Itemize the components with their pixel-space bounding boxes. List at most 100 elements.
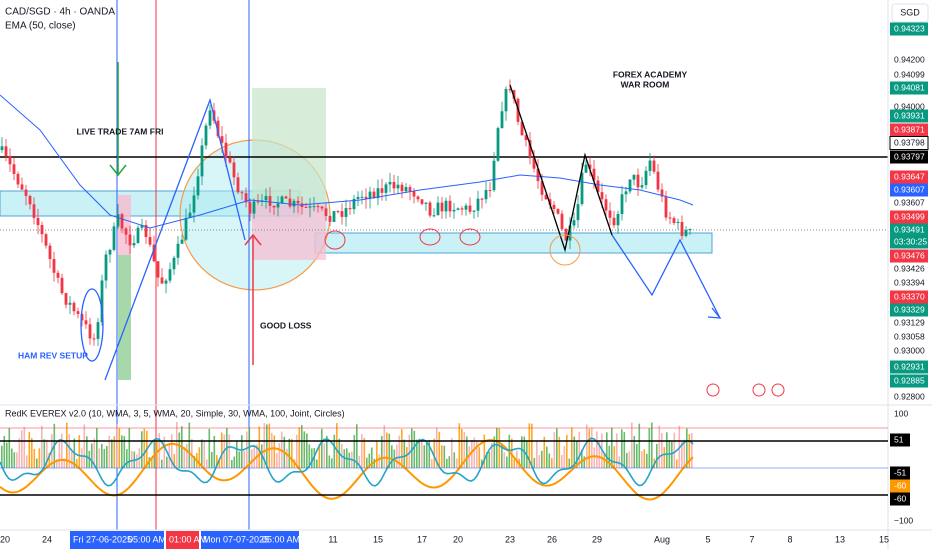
osc-bar [413,430,416,468]
price-badge [890,235,928,249]
candle [424,202,428,204]
osc-bar [411,428,413,468]
osc-bar [428,439,431,468]
price-label: 0.92931 [894,361,925,371]
indicator-label[interactable]: EMA (50, close) [5,21,76,32]
osc-bar [306,433,308,468]
candle [48,245,52,259]
osc-bar [111,439,113,468]
candle [276,203,280,208]
osc-bar [41,425,43,468]
candle [20,184,24,190]
osc-bar [318,444,321,468]
ema [0,94,694,229]
osc-bar [331,458,333,468]
osc-bar [423,445,426,468]
candle [272,205,276,208]
candle [644,170,648,186]
candle [168,269,172,281]
osc-bar [458,423,461,468]
price-label: 0.93798 [894,137,925,147]
candle [524,135,528,141]
candle [392,181,396,189]
osc-bar [93,438,96,468]
candle [432,215,436,217]
osc-bar [376,440,378,468]
osc-bar [11,448,13,468]
osc-bar [166,456,168,468]
annotation: FOREX ACADEMY [613,69,688,79]
event-icon[interactable] [752,383,766,397]
osc-bar [641,451,643,468]
osc-bar [491,443,493,468]
price-label: 0.93129 [894,317,925,327]
currency-button[interactable] [891,3,929,23]
candle [92,338,96,340]
arrowhead [244,233,262,246]
time-label: 23 [505,534,515,544]
candle [504,89,508,112]
osc-bar [478,447,481,468]
price-badge [890,210,928,224]
osc-bar [466,436,468,468]
event-icon[interactable] [706,383,720,397]
osc-bar [381,436,383,468]
osc-axis-label: 100 [894,408,908,418]
price-badge [890,22,928,36]
osc-bar [436,427,438,468]
osc-bar [161,459,163,468]
osc-bar [83,424,86,468]
osc-bar [246,431,248,468]
candle [12,164,16,174]
osc-axis-label: 51 [894,434,904,444]
annotation: LIVE TRADE 7AM FRI [77,126,164,136]
osc-line [0,437,694,487]
candle [460,208,464,210]
time-badge [166,531,199,549]
osc-bar [366,457,368,468]
osc-bar [401,429,403,468]
osc-bar [521,436,523,468]
candle [456,208,460,210]
time-label: 11 [328,534,337,544]
osc-bar [613,446,616,468]
candle [520,121,524,136]
price-badge [890,249,928,263]
annotation: WAR ROOM [621,79,670,89]
time-badge [201,531,299,549]
osc-bar [1,445,3,468]
candle [224,142,228,158]
osc-bar [378,454,381,468]
osc-bar [101,443,103,468]
osc-bar [13,452,16,468]
price-label: 0.93931 [894,110,925,120]
candle [184,217,188,240]
candle [312,206,316,208]
arrowhead [707,307,722,319]
candle [196,176,200,196]
osc-bar [391,445,393,468]
osc-bar [128,428,131,468]
price-label: 0.93058 [894,331,925,341]
symbol[interactable]: CAD/SGD · 4h · OANDA [5,7,115,18]
osc-bar [398,435,401,468]
candle [652,160,656,172]
osc-bar [463,432,466,468]
osc-bar [71,451,73,468]
event-icon[interactable] [771,383,785,397]
candle [544,194,548,200]
osc-bar [631,422,633,468]
candle [104,254,108,281]
price-label: 0.93797 [894,151,925,161]
osc-title[interactable]: RedK EVEREX v2.0 (10, WMA, 3, 5, WMA, 20… [5,408,345,418]
time-label: 26 [547,534,557,544]
price-label: 0.93476 [894,250,925,260]
candle [320,206,324,209]
osc-bar [636,444,638,468]
price-label: 0.93499 [894,211,925,221]
osc-bar [243,450,246,468]
osc-bar [683,439,686,468]
price-label: 0.93394 [894,277,925,287]
osc-bar [626,453,628,468]
osc-bar [43,439,46,468]
